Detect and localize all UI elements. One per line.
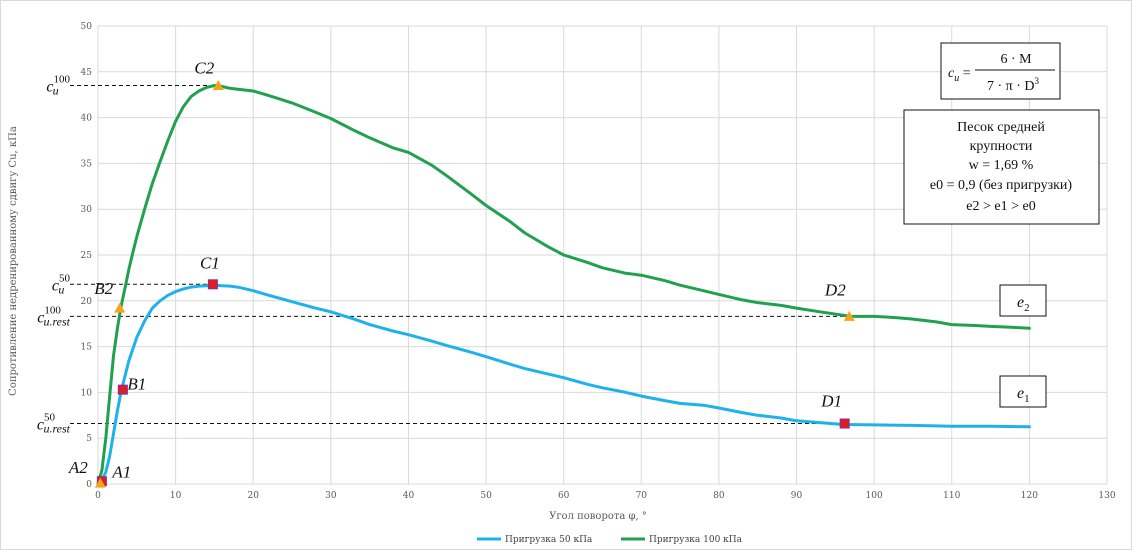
reference-label: c50 u.rest <box>37 412 71 436</box>
y-tick-label: 5 <box>86 434 92 444</box>
y-tick-label: 50 <box>81 22 93 32</box>
annotations: c100 u c50 u c100 u.rest c50 u.rest A1 B1 C1 D1 A2 B2… <box>37 59 1047 481</box>
y-tick-label: 0 <box>86 480 92 490</box>
series-line-0 <box>96 283 1031 486</box>
marker-label-D1: D1 <box>820 392 842 411</box>
info-line1: Песок средней <box>957 120 1045 135</box>
info-line4: e0 = 0,9 (без пригрузки) <box>930 178 1072 193</box>
y-tick-label: 35 <box>81 159 93 169</box>
formula-denominator: 7 · π · D3 <box>987 76 1040 94</box>
y-tick-label: 15 <box>81 343 93 353</box>
formula-numerator: 6 · M <box>1000 52 1032 67</box>
formula-lhs: cu = <box>948 66 971 84</box>
x-tick-label: 0 <box>95 491 101 501</box>
marker-D1 <box>839 418 850 429</box>
curve-label-box <box>999 284 1047 317</box>
marker-B1 <box>117 384 128 395</box>
marker-D2 <box>843 310 855 321</box>
marker-label-C1: C1 <box>200 253 220 272</box>
x-tick-label: 80 <box>713 491 725 501</box>
info-line3: w = 1,69 % <box>969 158 1034 173</box>
info-box: Песок средней крупности w = 1,69 % e0 = … <box>903 109 1100 225</box>
marker-label-B1: B1 <box>127 375 146 394</box>
x-tick-label: 60 <box>558 491 570 501</box>
reference-label: c100 u.rest <box>37 304 70 328</box>
legend-label-50: Пригрузка 50 кПа <box>505 535 593 545</box>
point-markers <box>94 80 855 488</box>
x-tick-label: 10 <box>170 491 182 501</box>
series-lines <box>96 84 1031 486</box>
marker-label-C2: C2 <box>194 59 214 78</box>
marker-label-A1: A1 <box>111 462 131 481</box>
y-tick-label: 45 <box>81 68 93 78</box>
marker-A2 <box>94 477 106 488</box>
reference-label: c100 u <box>46 74 70 98</box>
x-tick-label: 30 <box>325 491 337 501</box>
y-tick-label: 10 <box>81 388 93 398</box>
marker-label-B2: B2 <box>94 279 113 298</box>
info-line5: e2 > e1 > e0 <box>966 199 1035 214</box>
tick-labels: 0 5 10 15 20 25 30 35 40 45 50 0 10 20 30 40 50 60 70 80 90 1… <box>81 22 1116 501</box>
curve-label: e1 <box>1017 385 1030 405</box>
y-tick-label: 25 <box>81 251 93 261</box>
x-tick-label: 50 <box>480 491 492 501</box>
marker-B2 <box>114 302 126 313</box>
marker-label-D2: D2 <box>824 280 846 299</box>
x-tick-label: 100 <box>866 491 883 501</box>
x-tick-label: 70 <box>636 491 648 501</box>
reference-label: c50 u <box>52 272 71 296</box>
marker-label-A2: A2 <box>68 458 88 477</box>
reference-lines <box>70 85 850 425</box>
formula-box: cu = 6 · M 7 · π · D3 <box>940 42 1061 100</box>
legend-label-100: Пригрузка 100 кПа <box>649 535 743 545</box>
series-line-1 <box>96 84 1031 486</box>
x-axis-title: Угол поворота φ, ° <box>549 511 647 522</box>
y-axis-title: Сопротивление недренированному сдвигу Cu… <box>8 126 19 396</box>
x-tick-label: 40 <box>403 491 415 501</box>
x-tick-label: 20 <box>248 491 260 501</box>
y-tick-label: 40 <box>81 114 93 124</box>
marker-C2 <box>212 80 224 91</box>
y-tick-label: 30 <box>81 205 93 215</box>
info-line2: крупности <box>970 139 1033 154</box>
x-tick-label: 120 <box>1021 491 1038 501</box>
legend: Пригрузка 50 кПа Пригрузка 100 кПа <box>477 535 743 545</box>
y-tick-label: 20 <box>81 297 93 307</box>
marker-C1 <box>207 279 218 290</box>
curve-label-box <box>999 375 1047 408</box>
x-tick-label: 90 <box>791 491 803 501</box>
x-tick-label: 110 <box>943 491 960 501</box>
x-tick-label: 130 <box>1098 491 1115 501</box>
curve-label: e2 <box>1017 294 1030 314</box>
